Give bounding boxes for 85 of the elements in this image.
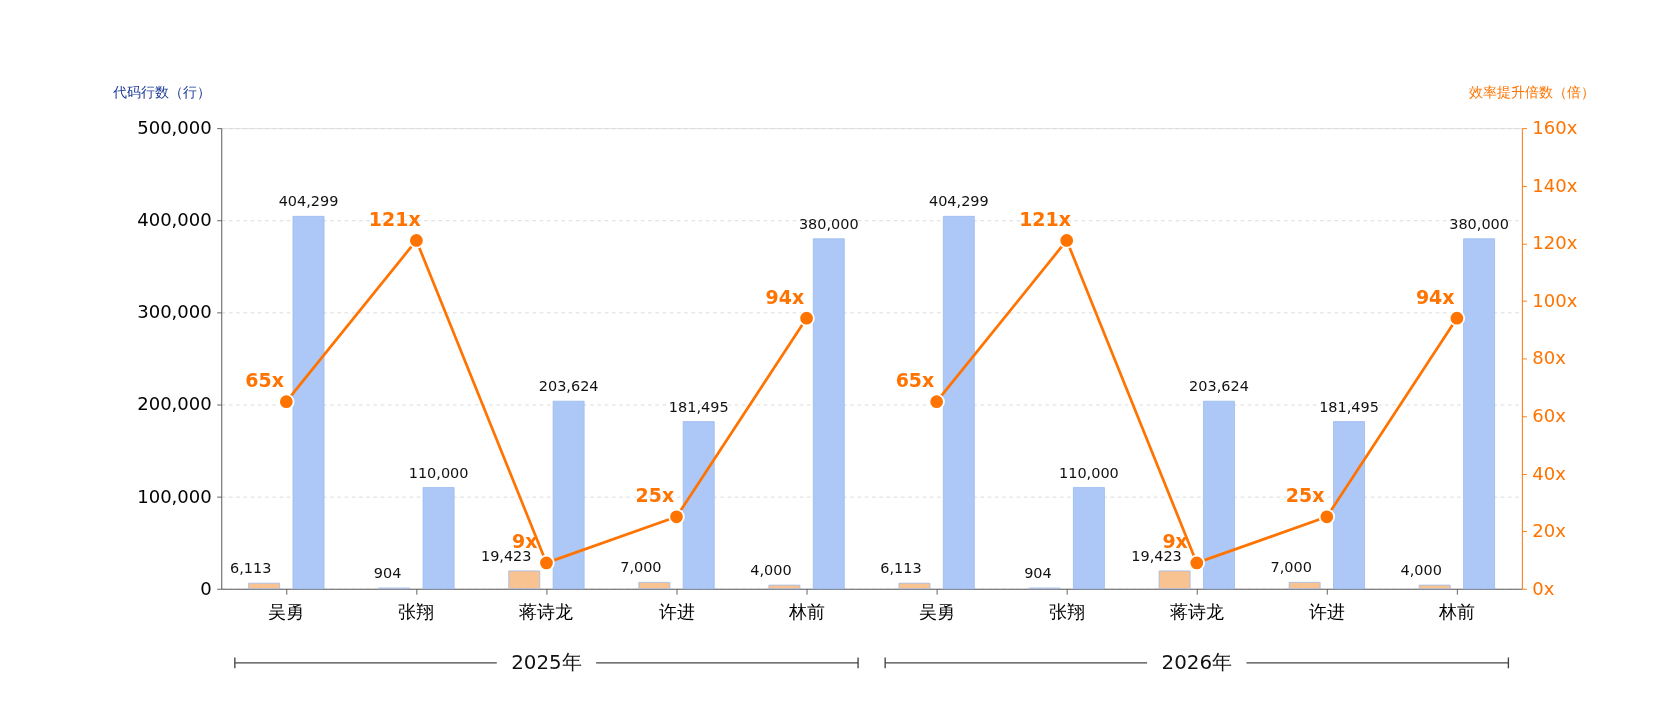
bar: [1158, 570, 1191, 590]
bar: [1463, 238, 1495, 590]
bar: [248, 582, 281, 590]
data-label: 904: [1024, 565, 1052, 582]
data-label: 19,423: [480, 547, 532, 564]
point: [1188, 554, 1205, 572]
bar: [1203, 400, 1235, 590]
bar: [768, 584, 801, 590]
data-label: 94x: [765, 285, 805, 308]
y-tick-label: 400,000: [137, 209, 212, 231]
data-label: 181,495: [1319, 398, 1379, 415]
y2-tick-label: 100x: [1532, 289, 1578, 311]
point: [278, 393, 295, 410]
x-tick-label: 蒋诗龙: [1169, 601, 1224, 623]
text: 2026年: [1161, 651, 1233, 675]
data-label: 380,000: [1449, 215, 1509, 232]
x-tick-label: 吴勇: [918, 601, 955, 623]
y-tick-label: 200,000: [137, 393, 212, 415]
x-tick-label: 张翔: [398, 601, 435, 623]
data-label: 121x: [368, 207, 421, 230]
point: [928, 393, 945, 410]
bar: [898, 582, 931, 590]
bar: [638, 582, 671, 590]
y2-tick-label: 140x: [1532, 174, 1578, 196]
y2-axis-title: 效率提升倍数（倍）: [1468, 84, 1595, 100]
data-label: 7,000: [620, 559, 662, 576]
y2-tick-label: 160x: [1532, 117, 1578, 139]
bar: [1288, 582, 1321, 590]
text: 2025年: [511, 651, 582, 675]
y2-tick-label: 20x: [1532, 520, 1567, 542]
y-tick-label: 500,000: [137, 117, 212, 139]
x-tick-label: 许进: [658, 601, 695, 623]
bar: [682, 421, 715, 590]
y2-tick-label: 40x: [1532, 462, 1567, 484]
x-tick-label: 吴勇: [268, 601, 305, 623]
point: [1318, 508, 1336, 526]
y2-tick-label: 80x: [1532, 347, 1567, 369]
data-label: 6,113: [880, 560, 922, 577]
bar: [812, 238, 845, 590]
data-label: 25x: [635, 484, 675, 507]
data-label: 110,000: [1059, 464, 1119, 481]
data-label: 121x: [1019, 207, 1071, 230]
data-label: 203,624: [538, 378, 599, 395]
data-label: 94x: [1415, 285, 1455, 308]
x-tick-label: 林前: [787, 601, 825, 623]
y-tick-label: 100,000: [137, 485, 212, 507]
bar: [552, 400, 585, 590]
point: [798, 310, 815, 327]
bar: [1418, 584, 1451, 590]
bar: [1333, 421, 1365, 590]
data-label: 6,113: [230, 560, 272, 577]
bar: [942, 215, 975, 590]
point: [538, 554, 555, 572]
data-label: 7,000: [1270, 559, 1312, 576]
data-label: 380,000: [798, 215, 859, 232]
y2-tick-label: 60x: [1532, 404, 1567, 426]
data-label: 181,495: [668, 398, 729, 415]
bar: [1073, 487, 1105, 590]
x-tick-label: 张翔: [1048, 601, 1085, 623]
data-label: 25x: [1285, 484, 1325, 507]
data-label: 65x: [895, 369, 935, 392]
point: [408, 232, 425, 249]
data-label: 404,299: [928, 193, 989, 210]
data-label: 110,000: [408, 464, 469, 481]
data-label: 65x: [245, 369, 284, 392]
data-label: 904: [373, 565, 402, 582]
bar: [422, 487, 455, 590]
point: [668, 508, 685, 526]
y-tick-label: 300,000: [137, 301, 212, 323]
y2-tick-label: 120x: [1532, 232, 1578, 254]
y2-tick-label: 0x: [1532, 577, 1555, 599]
data-label: 4,000: [750, 562, 792, 579]
bar: [508, 570, 541, 590]
data-label: 4,000: [1400, 562, 1442, 579]
point: [1058, 232, 1075, 249]
x-tick-label: 林前: [1437, 601, 1475, 623]
y-tick-label: 0: [200, 577, 212, 599]
y-axis-title: 代码行数（行）: [112, 84, 212, 100]
x-tick-label: 许进: [1308, 601, 1345, 623]
bar: [292, 215, 325, 590]
data-label: 404,299: [278, 193, 339, 210]
point: [1448, 310, 1466, 327]
data-label: 203,624: [1189, 378, 1249, 395]
data-label: 19,423: [1131, 547, 1182, 564]
x-tick-label: 蒋诗龙: [519, 601, 574, 623]
